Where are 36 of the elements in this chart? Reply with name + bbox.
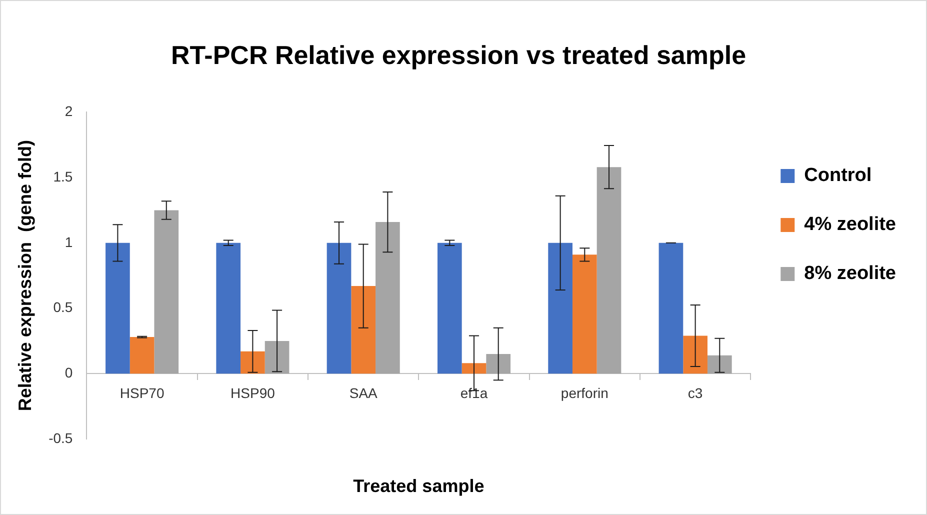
x-tick-label: HSP70 <box>120 384 164 401</box>
legend-label: 4% zeolite <box>804 214 896 236</box>
legend-label: Control <box>804 165 872 186</box>
bar <box>572 254 597 374</box>
y-tick-label: -0.5 <box>48 430 73 446</box>
bar <box>240 351 265 374</box>
legend-label: 8% zeolite <box>804 263 896 284</box>
x-tick-label: c3 <box>688 384 703 401</box>
y-tick-label: 0 <box>64 364 73 380</box>
bar <box>437 242 462 374</box>
bar <box>658 242 684 374</box>
bar <box>376 222 400 374</box>
bar <box>596 167 622 374</box>
chart-title: RT-PCR Relative expression vs treated sample <box>170 40 746 70</box>
x-axis-title: Treated sample <box>353 476 484 496</box>
bar <box>216 242 241 374</box>
y-tick-label: 1 <box>64 234 73 250</box>
y-tick-label: 2 <box>64 103 73 120</box>
y-axis-title: Relative expression (gene fold) <box>14 140 35 412</box>
x-tick-label: SAA <box>349 384 378 401</box>
y-tick-label: 1.5 <box>53 168 73 184</box>
bar <box>683 336 708 374</box>
y-tick-label: 0.5 <box>53 299 73 316</box>
bar <box>351 286 376 374</box>
bar <box>707 355 732 374</box>
x-tick-label: HSP90 <box>230 384 276 401</box>
bar <box>130 337 154 374</box>
bar <box>486 354 511 374</box>
bar <box>548 242 572 374</box>
x-tick-label: ef1a <box>460 384 488 401</box>
bar <box>264 340 290 374</box>
bar <box>326 242 352 374</box>
bar <box>106 242 130 374</box>
x-tick-label: perforin <box>560 384 608 401</box>
bar <box>154 210 179 374</box>
bar <box>462 363 486 374</box>
